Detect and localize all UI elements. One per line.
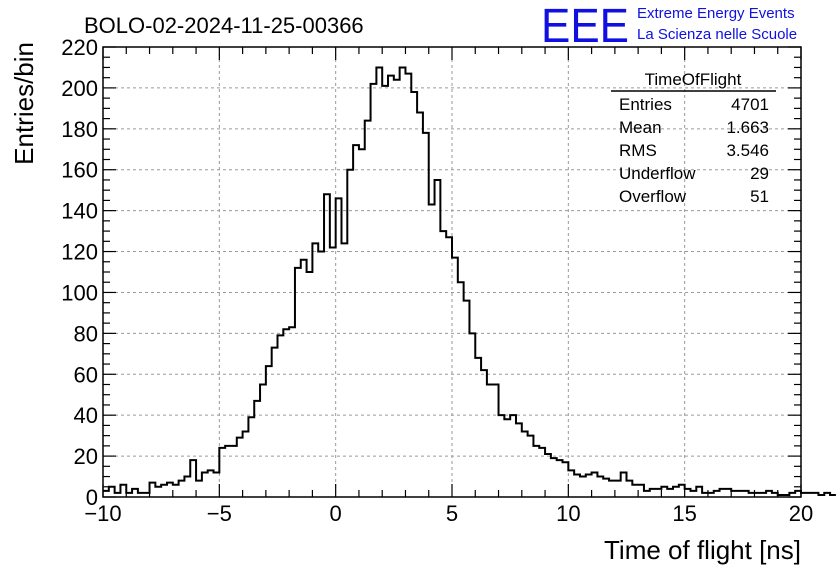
x-tick-label: −10: [84, 501, 121, 526]
y-tick-label: 20: [74, 444, 98, 469]
y-tick-label: 180: [61, 117, 98, 142]
y-tick-label: 120: [61, 240, 98, 265]
y-tick-label: 40: [74, 403, 98, 428]
y-axis-label: Entries/bin: [9, 42, 39, 165]
y-tick-label: 220: [61, 35, 98, 60]
logo-line-1: Extreme Energy Events: [637, 5, 795, 22]
logo-line-2: La Scienza nelle Scuole: [637, 26, 797, 43]
y-tick-label: 60: [74, 362, 98, 387]
stat-label-entries: Entries: [619, 95, 672, 114]
y-tick-label: 160: [61, 158, 98, 183]
x-tick-label: −5: [207, 501, 232, 526]
axis-ticks: [102, 46, 802, 498]
grid-lines: [103, 47, 801, 497]
x-axis-label: Time of flight [ns]: [604, 535, 801, 565]
x-tick-label: 10: [556, 501, 580, 526]
x-tick-label: 15: [672, 501, 696, 526]
stat-value-mean: 1.663: [726, 118, 769, 137]
y-tick-label: 0: [86, 485, 98, 510]
chart-title: BOLO-02-2024-11-25-00366: [84, 13, 364, 38]
stats-box-title: TimeOfFlight: [645, 70, 742, 89]
stat-value-underflow: 29: [750, 164, 769, 183]
y-tick-label: 100: [61, 280, 98, 305]
histogram-step-line: [103, 66, 836, 496]
stat-value-rms: 3.546: [726, 141, 769, 160]
x-tick-label: 20: [789, 501, 813, 526]
x-tick-label: 0: [330, 501, 342, 526]
x-tick-label: 5: [446, 501, 458, 526]
stat-label-mean: Mean: [619, 118, 662, 137]
stat-label-underflow: Underflow: [619, 164, 696, 183]
y-tick-label: 140: [61, 199, 98, 224]
y-tick-labels: 0 20 40 60 80 100 120 140 160 180 200 220: [61, 35, 98, 510]
eee-logo: EEE Extreme Energy Events La Scienza nel…: [541, 0, 797, 53]
stat-label-overflow: Overflow: [619, 187, 687, 206]
y-tick-label: 80: [74, 321, 98, 346]
stat-value-overflow: 51: [750, 187, 769, 206]
stat-value-entries: 4701: [731, 95, 769, 114]
stat-label-rms: RMS: [619, 141, 657, 160]
stats-box: TimeOfFlight Entries 4701 Mean 1.663 RMS…: [611, 70, 776, 206]
eee-logo-mark: EEE: [541, 0, 629, 53]
x-tick-labels: −10 −5 0 5 10 15 20: [84, 501, 813, 526]
y-tick-label: 200: [61, 76, 98, 101]
